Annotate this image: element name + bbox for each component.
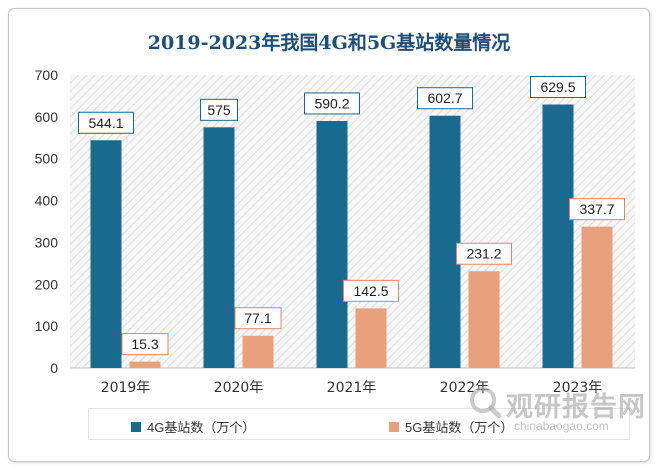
data-label-box-5g (456, 242, 512, 265)
data-label-5g: 337.7 (579, 201, 614, 217)
bar-5g (242, 335, 274, 368)
data-label-box-5g (121, 333, 169, 356)
chart-title: 2019-2023年我国4G和5G基站数量情况 (147, 32, 511, 54)
bars (90, 104, 613, 369)
data-label-box-5g (569, 198, 625, 221)
data-label-box-4g (304, 92, 360, 115)
plot-area (70, 75, 635, 368)
x-tick-label: 2023年 (553, 380, 603, 396)
data-label-4g: 590.2 (314, 95, 349, 111)
x-tick-label: 2021年 (327, 380, 377, 396)
legend-label-4g: 4G基站数（万个） (147, 420, 256, 435)
data-label-box-4g (200, 98, 238, 121)
y-tick-label: 500 (35, 151, 59, 167)
legend-label-5g: 5G基站数（万个） (405, 420, 514, 435)
y-tick-label: 200 (35, 276, 59, 292)
bar-4g (90, 140, 122, 368)
y-tick-label: 700 (35, 67, 59, 83)
data-label-5g: 77.1 (244, 310, 271, 326)
data-label-4g: 544.1 (88, 115, 123, 131)
data-label-5g: 231.2 (466, 246, 501, 262)
y-tick-label: 400 (35, 193, 59, 209)
data-label-4g: 602.7 (427, 90, 462, 106)
legend: 4G基站数（万个） 5G基站数（万个） (88, 408, 630, 440)
bar-4g (316, 120, 348, 369)
data-label-5g: 15.3 (131, 336, 158, 352)
y-axis: 0 100 200 300 400 500 600 700 (35, 67, 59, 376)
data-label-box-5g (234, 307, 282, 330)
data-label-5g: 142.5 (353, 283, 388, 299)
y-tick-label: 600 (35, 109, 59, 125)
data-label-box-4g (78, 111, 134, 134)
data-label-box-5g (343, 279, 399, 302)
watermark-url: chinabaogao.com (514, 419, 609, 433)
bar-4g (203, 127, 235, 368)
y-tick-label: 0 (50, 360, 58, 376)
data-label-box-4g (417, 87, 473, 110)
x-tick-label: 2019年 (101, 380, 151, 396)
bar-5g (468, 271, 500, 368)
data-label-box-4g (530, 76, 586, 99)
data-labels: 544.1 15.3 575 77.1 590.2 142.5 602.7 231.2 629.… (78, 76, 625, 356)
data-label-4g: 629.5 (540, 79, 575, 95)
x-axis: 2019年 2020年 2021年 2022年 2023年 (70, 367, 635, 396)
legend-item-5g: 5G基站数（万个） (389, 417, 513, 436)
x-tick-label: 2020年 (214, 380, 264, 396)
bar-4g (429, 115, 461, 369)
watermark-name: 观研报告网 (506, 392, 646, 423)
legend-swatch-5g (389, 421, 399, 432)
bar-5g (129, 361, 161, 368)
y-tick-label: 100 (35, 318, 59, 334)
bar-5g (581, 226, 613, 368)
watermark-logo-icon (470, 387, 502, 419)
data-label-4g: 575 (207, 102, 231, 118)
legend-item-4g: 4G基站数（万个） (131, 417, 255, 436)
y-tick-label: 300 (35, 234, 59, 250)
bar-5g (355, 308, 387, 368)
bar-4g (542, 104, 574, 369)
legend-swatch-4g (131, 421, 141, 432)
watermark: 观研报告网 chinabaogao.com (468, 383, 648, 439)
